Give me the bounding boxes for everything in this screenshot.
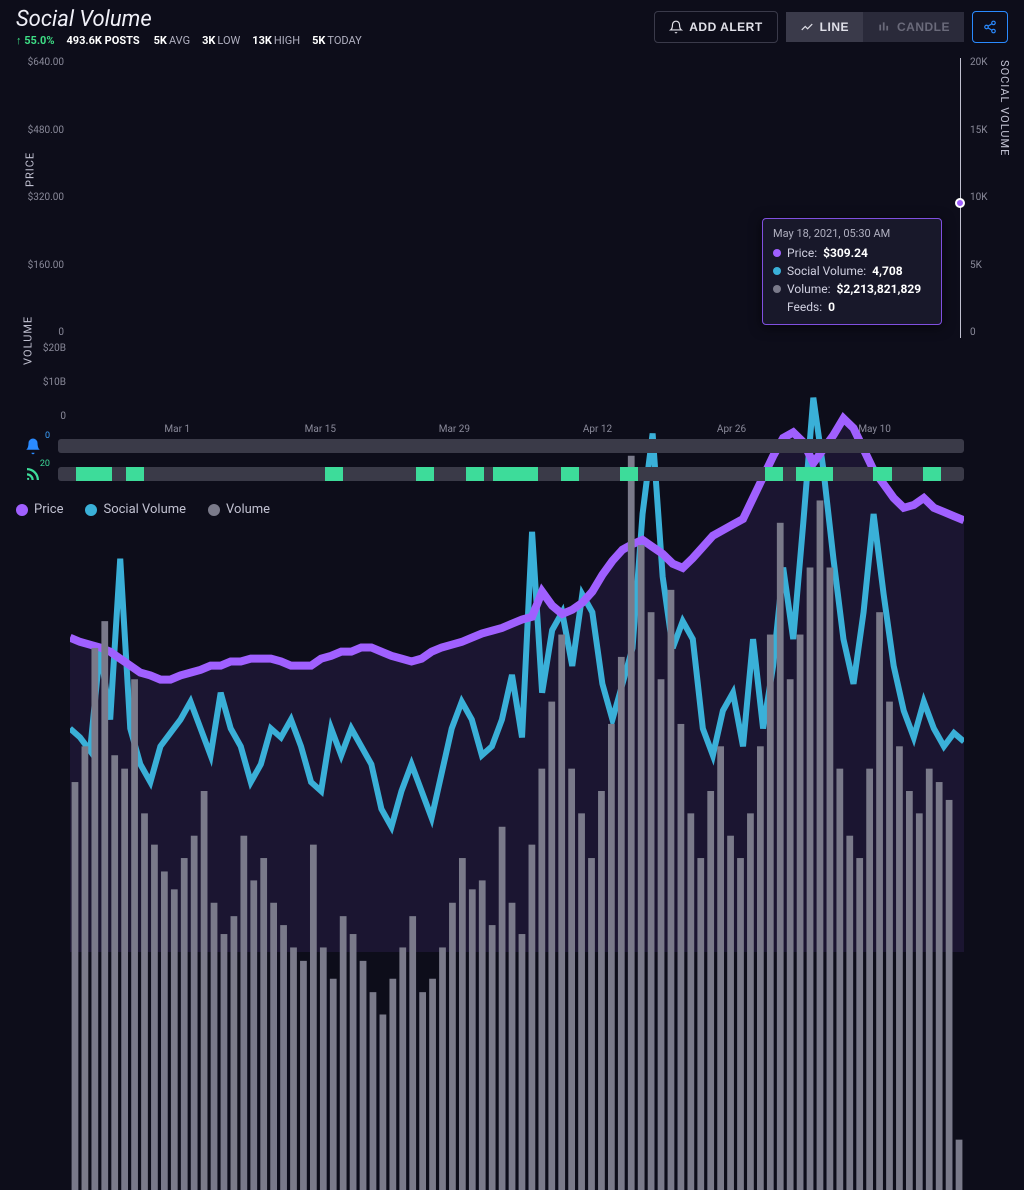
y-ticks-right: 20K15K10K5K0 bbox=[970, 58, 1004, 338]
pct-change: 55.0% bbox=[16, 34, 55, 47]
header-controls: ADD ALERT LINE CANDLE bbox=[654, 11, 1008, 43]
low-value: 3K bbox=[202, 34, 215, 47]
low-label: LOW bbox=[217, 34, 240, 47]
line-button[interactable]: LINE bbox=[786, 12, 863, 42]
share-button[interactable] bbox=[972, 11, 1008, 43]
feeds-track-icon-wrap: 20 bbox=[16, 465, 50, 483]
header-left: Social Volume 55.0% 493.6K POSTS 5KAVG 3… bbox=[16, 7, 362, 47]
candle-chart-icon bbox=[877, 20, 891, 34]
legend-price-dot bbox=[16, 504, 28, 516]
chart-type-toggle: LINE CANDLE bbox=[786, 12, 964, 42]
stats-row: 55.0% 493.6K POSTS 5KAVG 3KLOW 13KHIGH 5… bbox=[16, 34, 362, 47]
tooltip-feeds-value: 0 bbox=[828, 298, 835, 316]
feeds-track-bar[interactable] bbox=[58, 467, 964, 481]
tooltip-price-value: $309.24 bbox=[823, 244, 868, 262]
feeds-badge: 20 bbox=[40, 459, 50, 469]
tooltip-volume-value: $2,213,821,829 bbox=[837, 280, 922, 298]
tooltip-feeds-label: Feeds: bbox=[787, 298, 822, 316]
avg-label: AVG bbox=[169, 34, 190, 47]
legend-price: Price bbox=[16, 502, 63, 517]
bell-icon bbox=[24, 437, 42, 455]
legend-price-label: Price bbox=[34, 502, 63, 517]
tooltip-social-value: 4,708 bbox=[872, 262, 903, 280]
today-value: 5K bbox=[312, 34, 325, 47]
y-ticks-left: $640.00$480.00$320.00$160.000 bbox=[20, 58, 64, 338]
alerts-track-icon-wrap: 0 bbox=[16, 437, 50, 455]
add-alert-button[interactable]: ADD ALERT bbox=[654, 11, 777, 43]
bell-icon bbox=[669, 20, 683, 34]
chart-area: PRICE SOCIAL VOLUME $640.00$480.00$320.0… bbox=[16, 58, 1008, 428]
tooltip-price-label: Price: bbox=[787, 244, 817, 262]
tooltip-date: May 18, 2021, 05:30 AM bbox=[773, 227, 931, 240]
add-alert-label: ADD ALERT bbox=[689, 20, 762, 34]
share-icon bbox=[983, 20, 997, 34]
today-label: TODAY bbox=[327, 34, 361, 47]
posts-value: 493.6K POSTS bbox=[67, 34, 140, 47]
end-dot-marker bbox=[955, 198, 965, 208]
header: Social Volume 55.0% 493.6K POSTS 5KAVG 3… bbox=[0, 0, 1024, 50]
tooltip-social-label: Social Volume: bbox=[787, 262, 866, 280]
chart-tooltip: May 18, 2021, 05:30 AM Price: $309.24 So… bbox=[762, 218, 942, 325]
alerts-track-bar[interactable] bbox=[58, 439, 964, 453]
tooltip-price-dot bbox=[773, 249, 781, 257]
line-chart-icon bbox=[800, 20, 814, 34]
tooltip-social-dot bbox=[773, 267, 781, 275]
candle-label: CANDLE bbox=[897, 20, 950, 34]
tooltip-volume-dot bbox=[773, 285, 781, 293]
high-value: 13K bbox=[252, 34, 272, 47]
tooltip-volume-label: Volume: bbox=[787, 280, 831, 298]
alerts-badge: 0 bbox=[45, 431, 50, 441]
line-label: LINE bbox=[820, 20, 849, 34]
volume-y-ticks: $20B$10B0 bbox=[22, 344, 66, 422]
avg-value: 5K bbox=[154, 34, 167, 47]
high-label: HIGH bbox=[274, 34, 300, 47]
candle-button[interactable]: CANDLE bbox=[863, 12, 964, 42]
volume-chart[interactable]: VOLUME $20B$10B0 bbox=[70, 344, 964, 422]
page-title: Social Volume bbox=[16, 7, 152, 32]
